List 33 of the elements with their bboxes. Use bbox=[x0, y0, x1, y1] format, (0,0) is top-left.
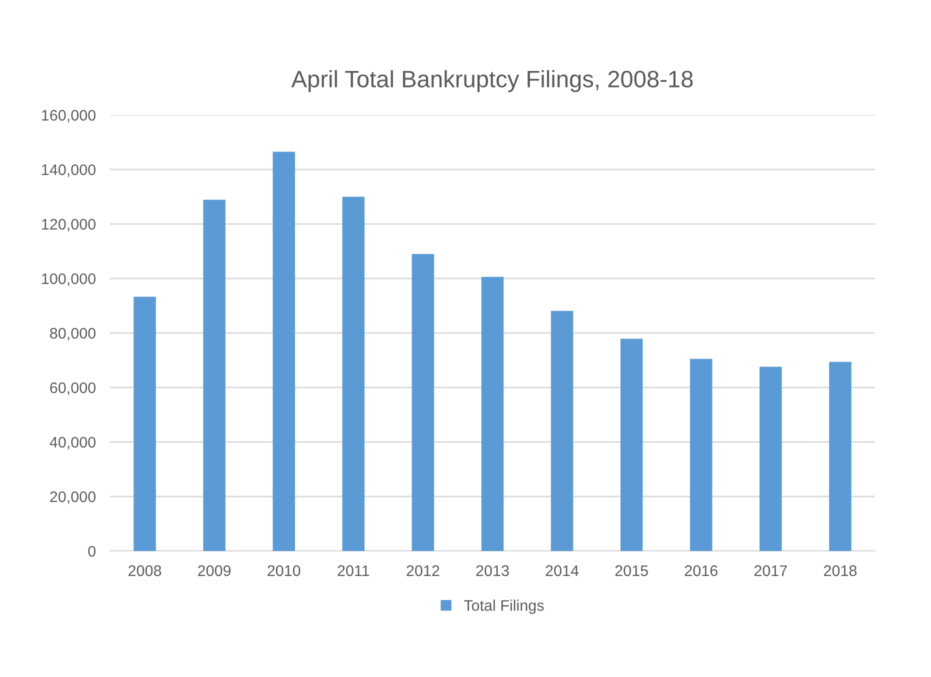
x-tick-label: 2014 bbox=[546, 565, 579, 576]
x-tick-label: 2013 bbox=[476, 565, 509, 576]
bar bbox=[272, 152, 295, 551]
y-tick-label: 20,000 bbox=[50, 491, 96, 504]
x-tick-label: 2016 bbox=[684, 565, 718, 576]
y-tick-label: 120,000 bbox=[42, 218, 96, 232]
chart-title: April Total Bankruptcy Filings, 2008-18 bbox=[291, 70, 693, 92]
legend-label: Total Filings bbox=[464, 600, 544, 614]
bar bbox=[134, 296, 156, 551]
bar bbox=[481, 276, 504, 551]
y-tick-label: 140,000 bbox=[42, 164, 96, 177]
x-tick-label: 2010 bbox=[268, 565, 300, 576]
bar bbox=[690, 358, 712, 551]
y-tick-label: 100,000 bbox=[42, 273, 96, 286]
x-tick-label: 2009 bbox=[198, 565, 231, 576]
x-tick-label: 2017 bbox=[754, 565, 787, 576]
bar bbox=[829, 362, 852, 551]
y-tick-label: 0 bbox=[88, 546, 96, 557]
y-tick-label: 160,000 bbox=[42, 110, 96, 122]
y-tick-label: 40,000 bbox=[50, 436, 96, 450]
x-tick-label: 2008 bbox=[128, 565, 162, 576]
y-tick-label: 80,000 bbox=[50, 328, 96, 340]
y-tick-label: 60,000 bbox=[50, 382, 96, 395]
bar bbox=[412, 254, 434, 551]
bar bbox=[342, 196, 365, 551]
x-tick-label: 2011 bbox=[338, 565, 370, 576]
x-tick-label: 2018 bbox=[824, 565, 857, 576]
bar bbox=[203, 200, 226, 551]
x-tick-label: 2012 bbox=[406, 565, 440, 576]
bar bbox=[550, 310, 574, 551]
x-tick-label: 2015 bbox=[615, 565, 648, 576]
bar bbox=[620, 338, 643, 551]
bar bbox=[760, 366, 782, 551]
